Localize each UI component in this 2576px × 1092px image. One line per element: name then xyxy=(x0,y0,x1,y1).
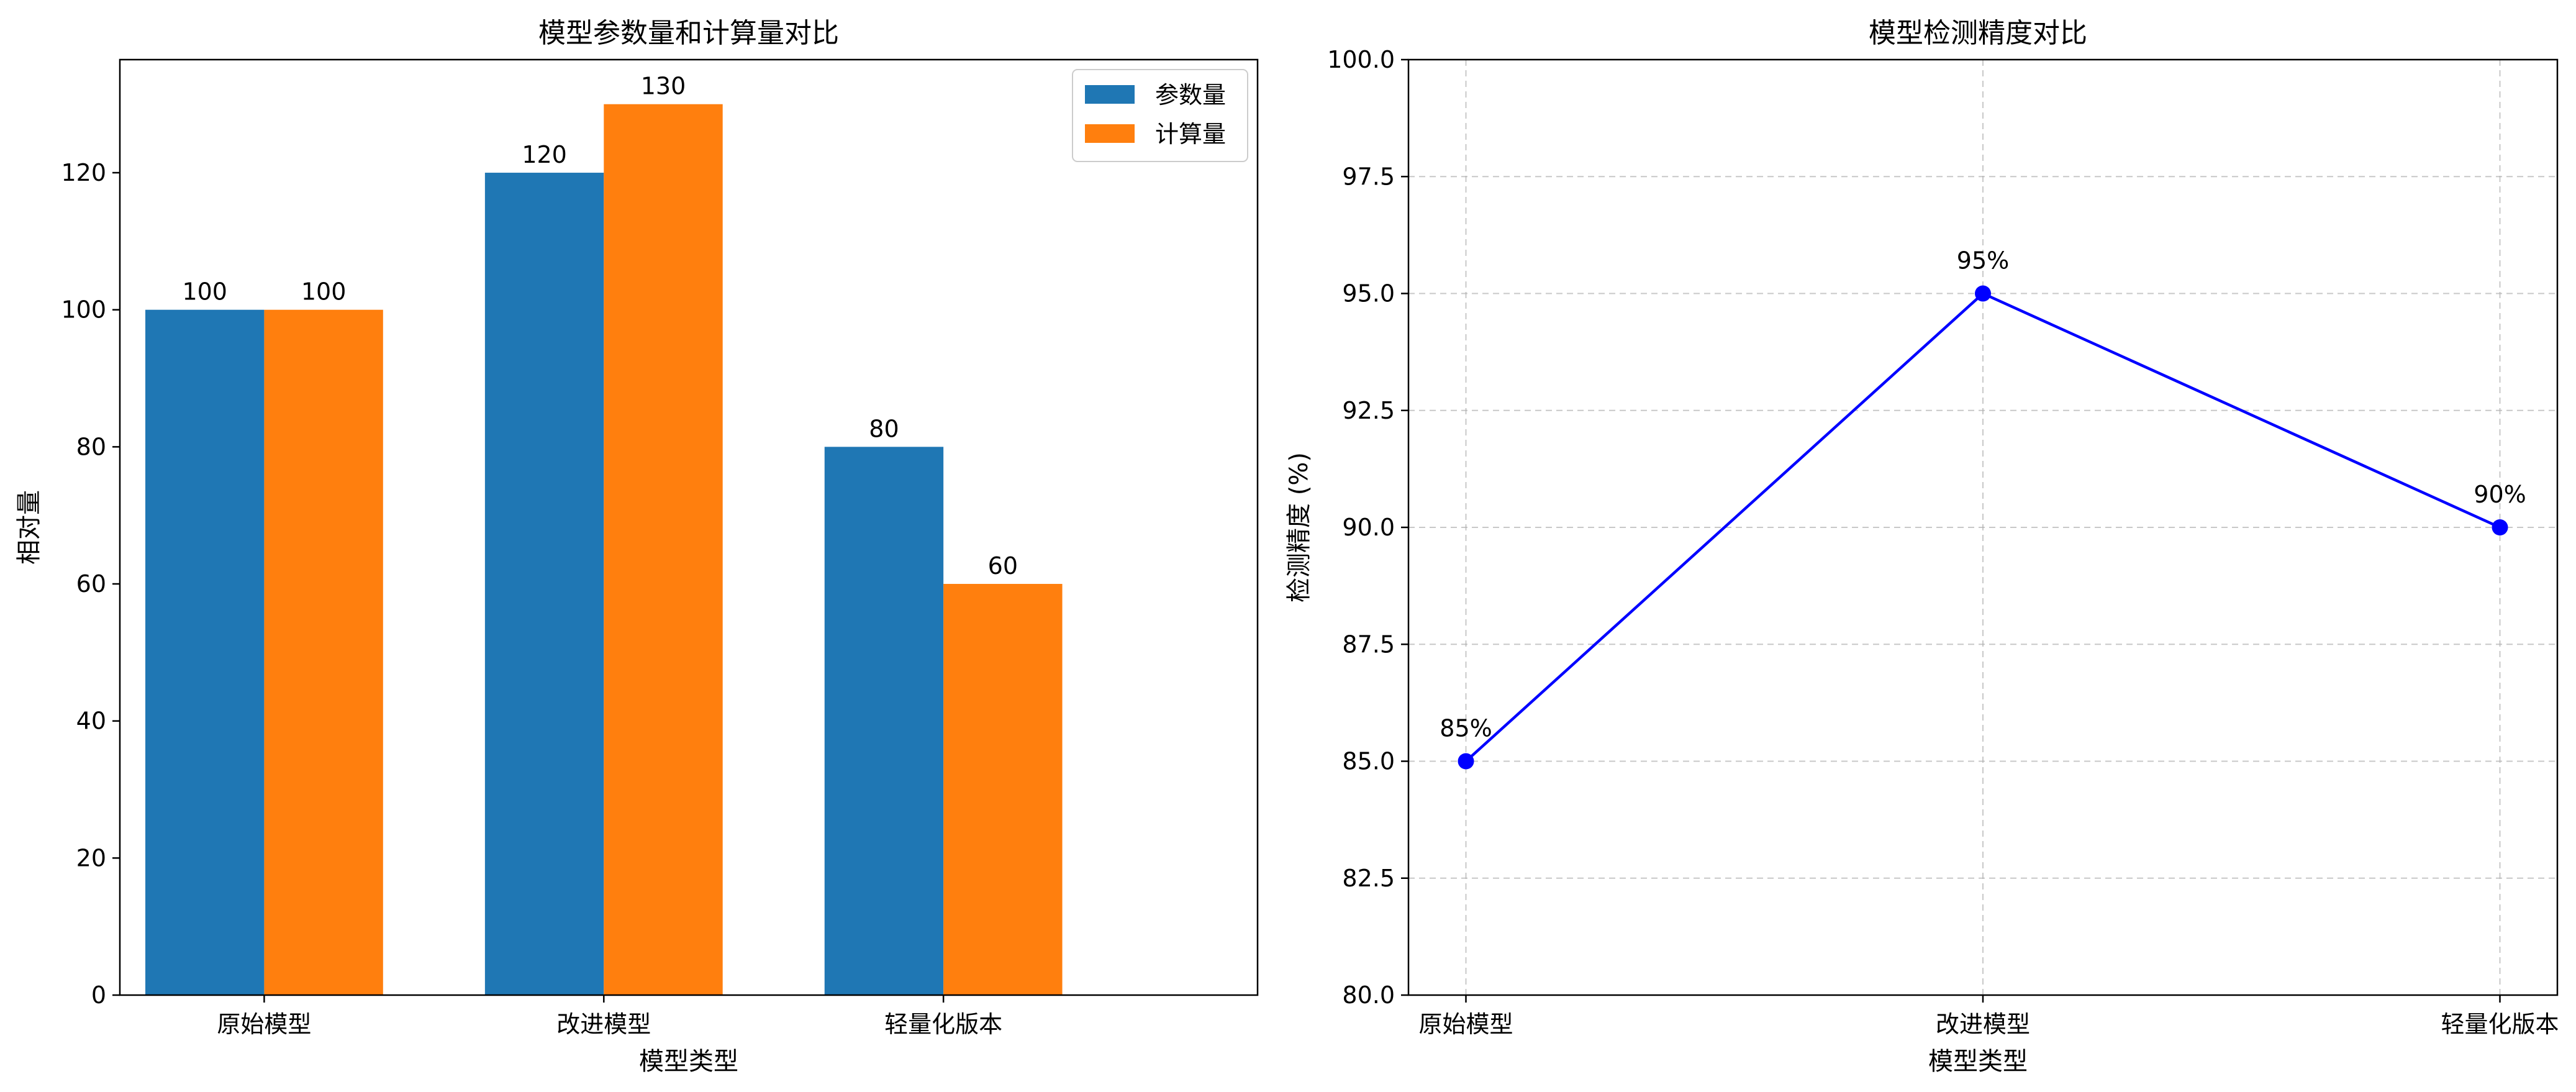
line-y-axis-label: 检测精度 (%) xyxy=(1285,452,1313,603)
bar-y-tick-label: 60 xyxy=(76,570,106,598)
line-x-ticks: 原始模型 改进模型 轻量化版本 xyxy=(1418,995,2559,1038)
bar-data-labels: 100 120 80 100 130 60 xyxy=(182,73,1018,580)
line-chart-title: 模型检测精度对比 xyxy=(1869,17,2087,49)
line-plot-frame xyxy=(1407,58,2559,996)
bar-value-label: 80 xyxy=(869,415,899,442)
bar-x-tick-label: 改进模型 xyxy=(556,1011,651,1038)
line-point-label: 85% xyxy=(1440,715,1492,742)
legend-swatch-params xyxy=(1085,85,1135,104)
bar-value-label: 100 xyxy=(301,278,347,306)
line-y-tick-label: 95.0 xyxy=(1342,280,1395,307)
bar-1-0 xyxy=(264,309,383,995)
line-y-tick-label: 90.0 xyxy=(1342,514,1395,541)
bar-y-tick-label: 100 xyxy=(61,296,106,324)
bar-value-label: 120 xyxy=(522,141,567,168)
line-data-labels: 85% 95% 90% xyxy=(1440,247,2526,742)
bar-value-label: 100 xyxy=(182,278,227,306)
bar-chart-title: 模型参数量和计算量对比 xyxy=(538,17,839,49)
legend-label-params: 参数量 xyxy=(1155,81,1226,109)
bar-1-2 xyxy=(943,584,1063,995)
line-y-tick-label: 87.5 xyxy=(1342,630,1395,658)
bar-x-tick-label: 轻量化版本 xyxy=(884,1011,1002,1038)
line-x-tick-label: 原始模型 xyxy=(1418,1011,1513,1038)
line-y-tick-label: 97.5 xyxy=(1342,163,1395,190)
bar-legend: 参数量 计算量 xyxy=(1072,69,1248,162)
line-point xyxy=(1975,285,1991,302)
line-point xyxy=(1458,753,1474,770)
line-y-tick-label: 85.0 xyxy=(1342,748,1395,775)
legend-label-compute: 计算量 xyxy=(1155,121,1226,148)
line-y-tick-label: 92.5 xyxy=(1342,397,1395,424)
bar-chart: 模型参数量和计算量对比 0 20 40 60 80 100 120 原始模型 改进模型 轻量化版… xyxy=(15,17,1259,1076)
line-y-tick-label: 100.0 xyxy=(1327,46,1395,73)
line-point xyxy=(2492,519,2508,535)
bar-y-axis-label: 相对量 xyxy=(15,490,43,565)
bar-y-tick-label: 80 xyxy=(76,433,106,460)
line-y-tick-label: 82.5 xyxy=(1342,865,1395,892)
bar-y-tick-label: 120 xyxy=(61,159,106,186)
bar-0-2 xyxy=(824,447,944,995)
line-chart: 模型检测精度对比 80.0 82.5 85.0 87.5 90.0 92.5 95.0 97.… xyxy=(1285,17,2559,1076)
bar-1-1 xyxy=(604,104,723,996)
legend-swatch-compute xyxy=(1085,124,1135,143)
bar-y-tick-label: 0 xyxy=(91,981,106,1009)
bar-y-tick-label: 20 xyxy=(76,844,106,871)
bar-0-0 xyxy=(145,309,265,995)
bar-value-label: 130 xyxy=(641,73,686,100)
line-point-label: 90% xyxy=(2474,481,2526,508)
line-y-ticks: 80.0 82.5 85.0 87.5 90.0 92.5 95.0 97.5 100.0 xyxy=(1327,46,1408,1009)
bar-x-axis-label: 模型类型 xyxy=(639,1047,738,1076)
bar-x-ticks: 原始模型 改进模型 轻量化版本 xyxy=(217,995,1002,1038)
bar-y-ticks: 0 20 40 60 80 100 120 xyxy=(61,159,120,1009)
line-series xyxy=(1458,285,2508,770)
line-x-tick-label: 轻量化版本 xyxy=(2441,1011,2559,1038)
bar-value-label: 60 xyxy=(988,552,1018,580)
line-x-axis-label: 模型类型 xyxy=(1928,1047,2028,1076)
bar-0-1 xyxy=(484,173,604,995)
bar-y-tick-label: 40 xyxy=(76,708,106,735)
line-x-tick-label: 改进模型 xyxy=(1936,1011,2030,1038)
line-point-label: 95% xyxy=(1957,247,2009,275)
bar-x-tick-label: 原始模型 xyxy=(217,1011,311,1038)
bar-plot-frame xyxy=(119,58,1259,996)
line-y-tick-label: 80.0 xyxy=(1342,981,1395,1009)
bar-series xyxy=(145,104,1063,996)
